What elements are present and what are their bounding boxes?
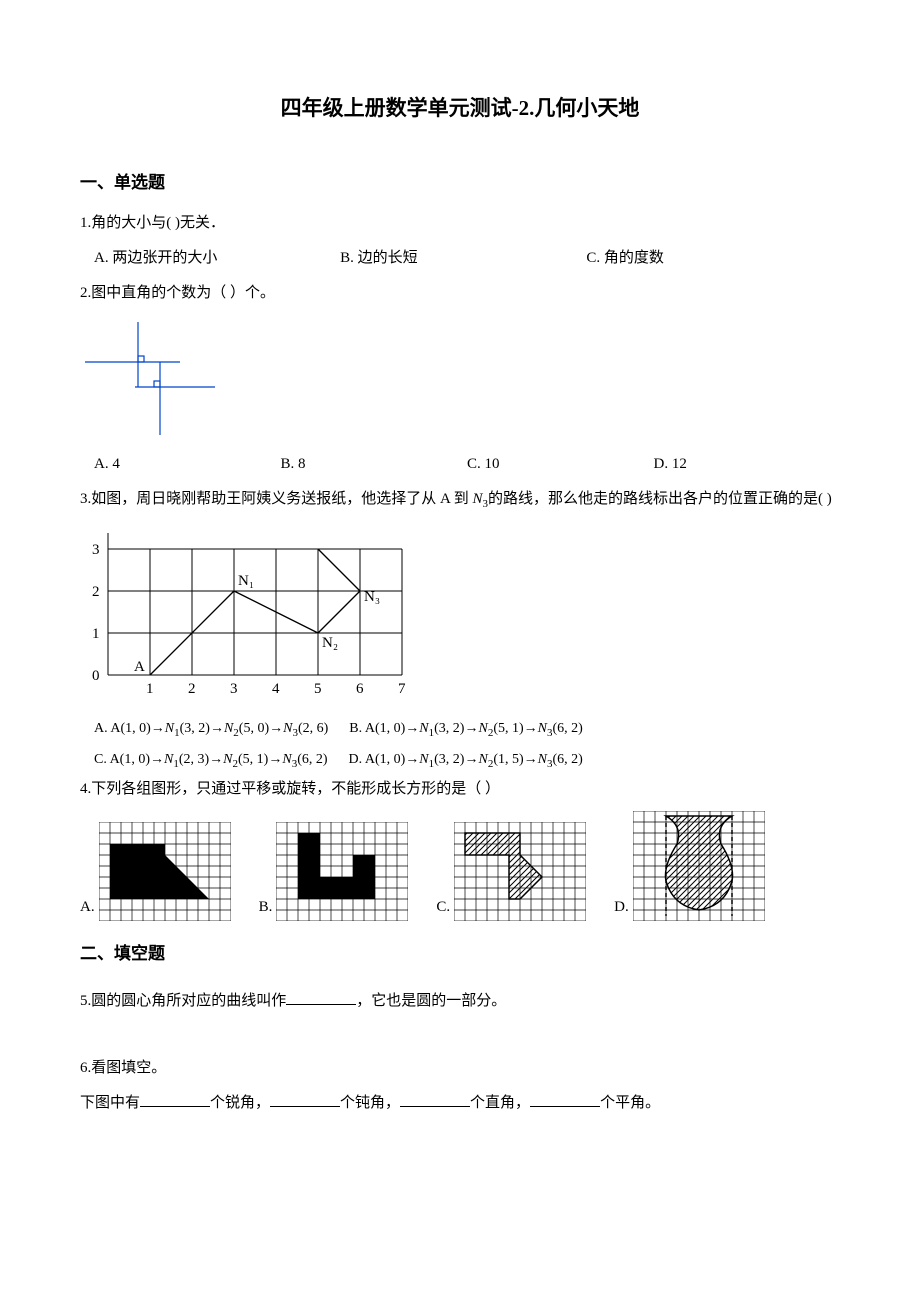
q3-opt-c: C. A(1, 0)→N1(2, 3)→N2(5, 1)→N3(6, 2)	[94, 752, 328, 767]
q4-opt-d: D.	[614, 811, 765, 921]
q3-n3-var: N	[473, 491, 483, 507]
svg-text:A: A	[134, 659, 145, 675]
q1-opt-b: B. 边的长短	[340, 245, 586, 272]
q6-blank-3	[400, 1092, 470, 1107]
q4-text: 4.下列各组图形，只通过平移或旋转，不能形成长方形的是（ ）	[80, 776, 840, 803]
q6-line: 下图中有个锐角，个钝角，个直角，个平角。	[80, 1090, 840, 1117]
q2-opt-c: C. 10	[467, 451, 654, 478]
q4-opt-c: C.	[436, 822, 586, 921]
q4-options: A. B. C.	[80, 811, 840, 921]
q2-options: A. 4 B. 8 C. 10 D. 12	[80, 451, 840, 478]
q1-opt-c: C. 角的度数	[586, 245, 832, 272]
svg-text:6: 6	[356, 681, 364, 697]
q5-blank	[286, 990, 356, 1005]
q2-opt-a: A. 4	[94, 451, 281, 478]
q4-opt-b: B.	[259, 822, 409, 921]
q4-opt-a: A.	[80, 822, 231, 921]
q3-figure: 0 1 2 3 1 2 3 4 5 6 7 A N₁ N₂ N₃	[80, 525, 840, 700]
svg-text:1: 1	[92, 626, 100, 642]
q3-opt-b: B. A(1, 0)→N1(3, 2)→N2(5, 1)→N3(6, 2)	[349, 721, 583, 736]
q3-opt-d: D. A(1, 0)→N1(3, 2)→N2(1, 5)→N3(6, 2)	[349, 752, 583, 767]
q1-options: A. 两边张开的大小 B. 边的长短 C. 角的度数	[80, 245, 840, 272]
q6-blank-2	[270, 1092, 340, 1107]
q3-text: 3.如图，周日晓刚帮助王阿姨义务送报纸，他选择了从 A 到 N3的路线，那么他走…	[80, 486, 840, 515]
svg-text:N₃: N₃	[364, 589, 380, 605]
q2-opt-d: D. 12	[654, 451, 841, 478]
q6-blank-4	[530, 1092, 600, 1107]
svg-text:1: 1	[146, 681, 154, 697]
svg-text:7: 7	[398, 681, 406, 697]
q2-opt-b: B. 8	[281, 451, 468, 478]
q6-text: 6.看图填空。	[80, 1055, 840, 1082]
svg-text:0: 0	[92, 668, 100, 684]
svg-text:N₂: N₂	[322, 635, 338, 651]
svg-text:3: 3	[92, 542, 100, 558]
page-title: 四年级上册数学单元测试-2.几何小天地	[80, 90, 840, 128]
q5-text: 5.圆的圆心角所对应的曲线叫作，它也是圆的一部分。	[80, 988, 840, 1015]
q1-opt-a: A. 两边张开的大小	[94, 245, 340, 272]
svg-text:5: 5	[314, 681, 322, 697]
q1-text: 1.角的大小与( )无关．	[80, 210, 840, 237]
q3-text-post: 的路线，那么他走的路线标出各户的位置正确的是( )	[488, 491, 832, 507]
svg-text:N₁: N₁	[238, 573, 254, 589]
section-2-header: 二、填空题	[80, 939, 840, 970]
svg-text:3: 3	[230, 681, 238, 697]
svg-text:2: 2	[188, 681, 196, 697]
svg-text:4: 4	[272, 681, 280, 697]
q2-text: 2.图中直角的个数为（ ）个。	[80, 280, 840, 307]
section-1-header: 一、单选题	[80, 168, 840, 199]
q3-options: A. A(1, 0)→N1(3, 2)→N2(5, 0)→N3(2, 6) B.…	[80, 714, 840, 776]
q6-blank-1	[140, 1092, 210, 1107]
q2-figure	[80, 317, 840, 437]
q3-text-pre: 3.如图，周日晓刚帮助王阿姨义务送报纸，他选择了从 A 到	[80, 491, 473, 507]
q3-opt-a: A. A(1, 0)→N1(3, 2)→N2(5, 0)→N3(2, 6)	[94, 721, 328, 736]
svg-text:2: 2	[92, 584, 100, 600]
